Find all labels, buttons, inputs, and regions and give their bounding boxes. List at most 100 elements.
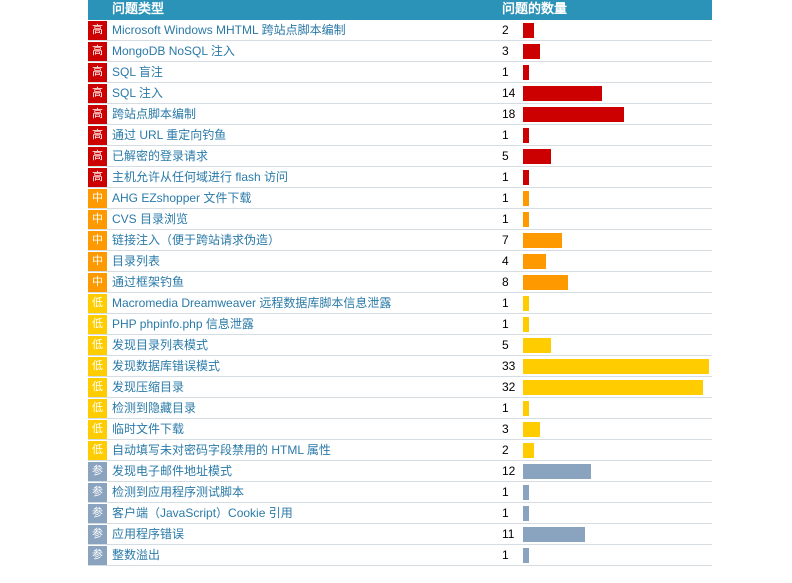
severity-badge: 高: [88, 126, 107, 145]
table-row: 参发现电子邮件地址模式 12: [88, 461, 712, 482]
issue-name-link[interactable]: AHG EZshopper 文件下载: [112, 191, 252, 205]
issue-name-link[interactable]: Microsoft Windows MHTML 跨站点脚本编制: [112, 23, 346, 37]
issue-name-link[interactable]: 通过框架钓鱼: [112, 275, 185, 289]
issue-name-link[interactable]: 发现电子邮件地址模式: [112, 464, 233, 478]
issue-count: 32: [502, 380, 516, 394]
count-bar: [523, 317, 529, 332]
count-bar-track: [523, 506, 711, 521]
issue-rows: 高 Microsoft Windows MHTML 跨站点脚本编制 2 高 MongoD…: [88, 20, 712, 566]
issue-name-link[interactable]: 已解密的登录请求: [112, 149, 209, 163]
count-bar: [523, 44, 540, 59]
table-row: 高 SQL 注入 14: [88, 83, 712, 104]
count-bar: [523, 296, 529, 311]
count-bar-track: [523, 317, 711, 332]
issue-count: 1: [502, 317, 509, 331]
severity-badge: 低: [88, 336, 107, 355]
issue-count: 18: [502, 107, 516, 121]
count-bar: [523, 527, 585, 542]
count-bar: [523, 107, 624, 122]
count-bar-track: [523, 65, 711, 80]
count-bar: [523, 212, 529, 227]
header-issue-count: 问题的数量: [502, 1, 568, 16]
issue-name-link[interactable]: 发现数据库错误模式: [112, 359, 221, 373]
issue-name-link[interactable]: SQL 注入: [112, 86, 163, 100]
count-bar-track: [523, 254, 711, 269]
issue-name-link[interactable]: 发现压缩目录: [112, 380, 185, 394]
count-bar-track: [523, 359, 711, 374]
table-header: 问题类型 问题的数量: [88, 0, 712, 20]
issue-count: 1: [502, 65, 509, 79]
count-bar-track: [523, 149, 711, 164]
table-row: 高 MongoDB NoSQL 注入 3: [88, 41, 712, 62]
table-row: 高 SQL 盲注 1: [88, 62, 712, 83]
count-bar-track: [523, 86, 711, 101]
issue-count: 1: [502, 170, 509, 184]
table-row: 低检测到隐藏目录 1: [88, 398, 712, 419]
table-row: 中 AHG EZshopper 文件下载 1: [88, 188, 712, 209]
issue-name-link[interactable]: 临时文件下载: [112, 422, 185, 436]
count-bar-track: [523, 464, 711, 479]
severity-badge: 低: [88, 441, 107, 460]
count-bar: [523, 443, 534, 458]
issue-count: 1: [502, 506, 509, 520]
count-bar-track: [523, 380, 711, 395]
issue-name-link[interactable]: 整数溢出: [112, 548, 161, 562]
count-bar-track: [523, 422, 711, 437]
issue-name-link[interactable]: 自动填写未对密码字段禁用的 HTML 属性: [112, 443, 331, 457]
count-bar: [523, 86, 602, 101]
severity-badge: 中: [88, 231, 107, 250]
count-bar-track: [523, 527, 711, 542]
issue-count: 1: [502, 212, 509, 226]
issue-name-link[interactable]: 应用程序错误: [112, 527, 185, 541]
severity-badge: 高: [88, 147, 107, 166]
issue-name-link[interactable]: 跨站点脚本编制: [112, 107, 197, 121]
issue-name-link[interactable]: PHP phpinfo.php 信息泄露: [112, 317, 254, 331]
issue-name-link[interactable]: MongoDB NoSQL 注入: [112, 44, 235, 58]
issue-name-link[interactable]: 发现目录列表模式: [112, 338, 209, 352]
issue-count: 2: [502, 23, 509, 37]
issue-count: 33: [502, 359, 516, 373]
issue-name-link[interactable]: 通过 URL 重定向钓鱼: [112, 128, 227, 142]
severity-badge: 高: [88, 105, 107, 124]
severity-badge: 低: [88, 378, 107, 397]
count-bar: [523, 548, 529, 563]
table-row: 参客户端（JavaScript）Cookie 引用 1: [88, 503, 712, 524]
severity-badge: 参: [88, 525, 107, 544]
count-bar: [523, 23, 534, 38]
table-row: 中链接注入（便于跨站请求伪造） 7: [88, 230, 712, 251]
count-bar: [523, 170, 529, 185]
count-bar-track: [523, 170, 711, 185]
table-row: 低 Macromedia Dreamweaver 远程数据库脚本信息泄露 1: [88, 293, 712, 314]
issue-count: 3: [502, 422, 509, 436]
issue-count: 1: [502, 401, 509, 415]
count-bar: [523, 506, 529, 521]
issue-name-link[interactable]: SQL 盲注: [112, 65, 163, 79]
issue-name-link[interactable]: 目录列表: [112, 254, 161, 268]
issue-name-link[interactable]: 链接注入（便于跨站请求伪造）: [112, 233, 281, 247]
count-bar: [523, 422, 540, 437]
count-bar-track: [523, 233, 711, 248]
count-bar-track: [523, 338, 711, 353]
issue-name-link[interactable]: 检测到应用程序测试脚本: [112, 485, 245, 499]
issue-name-link[interactable]: 客户端（JavaScript）Cookie 引用: [112, 506, 293, 520]
severity-badge: 参: [88, 504, 107, 523]
issue-name-link[interactable]: Macromedia Dreamweaver 远程数据库脚本信息泄露: [112, 296, 392, 310]
issue-count: 1: [502, 191, 509, 205]
severity-badge: 参: [88, 483, 107, 502]
severity-badge: 高: [88, 21, 107, 40]
table-row: 高通过 URL 重定向钓鱼 1: [88, 125, 712, 146]
issue-count: 3: [502, 44, 509, 58]
issue-name-link[interactable]: CVS 目录浏览: [112, 212, 189, 226]
table-row: 中通过框架钓鱼 8: [88, 272, 712, 293]
issue-name-link[interactable]: 主机允许从任何域进行 flash 访问: [112, 170, 289, 184]
issue-count: 14: [502, 86, 516, 100]
issue-count: 4: [502, 254, 509, 268]
header-issue-type: 问题类型: [112, 1, 165, 16]
severity-badge: 中: [88, 273, 107, 292]
count-bar-track: [523, 212, 711, 227]
severity-badge: 参: [88, 546, 107, 565]
issue-name-link[interactable]: 检测到隐藏目录: [112, 401, 197, 415]
count-bar: [523, 149, 551, 164]
count-bar-track: [523, 107, 711, 122]
table-row: 高跨站点脚本编制 18: [88, 104, 712, 125]
